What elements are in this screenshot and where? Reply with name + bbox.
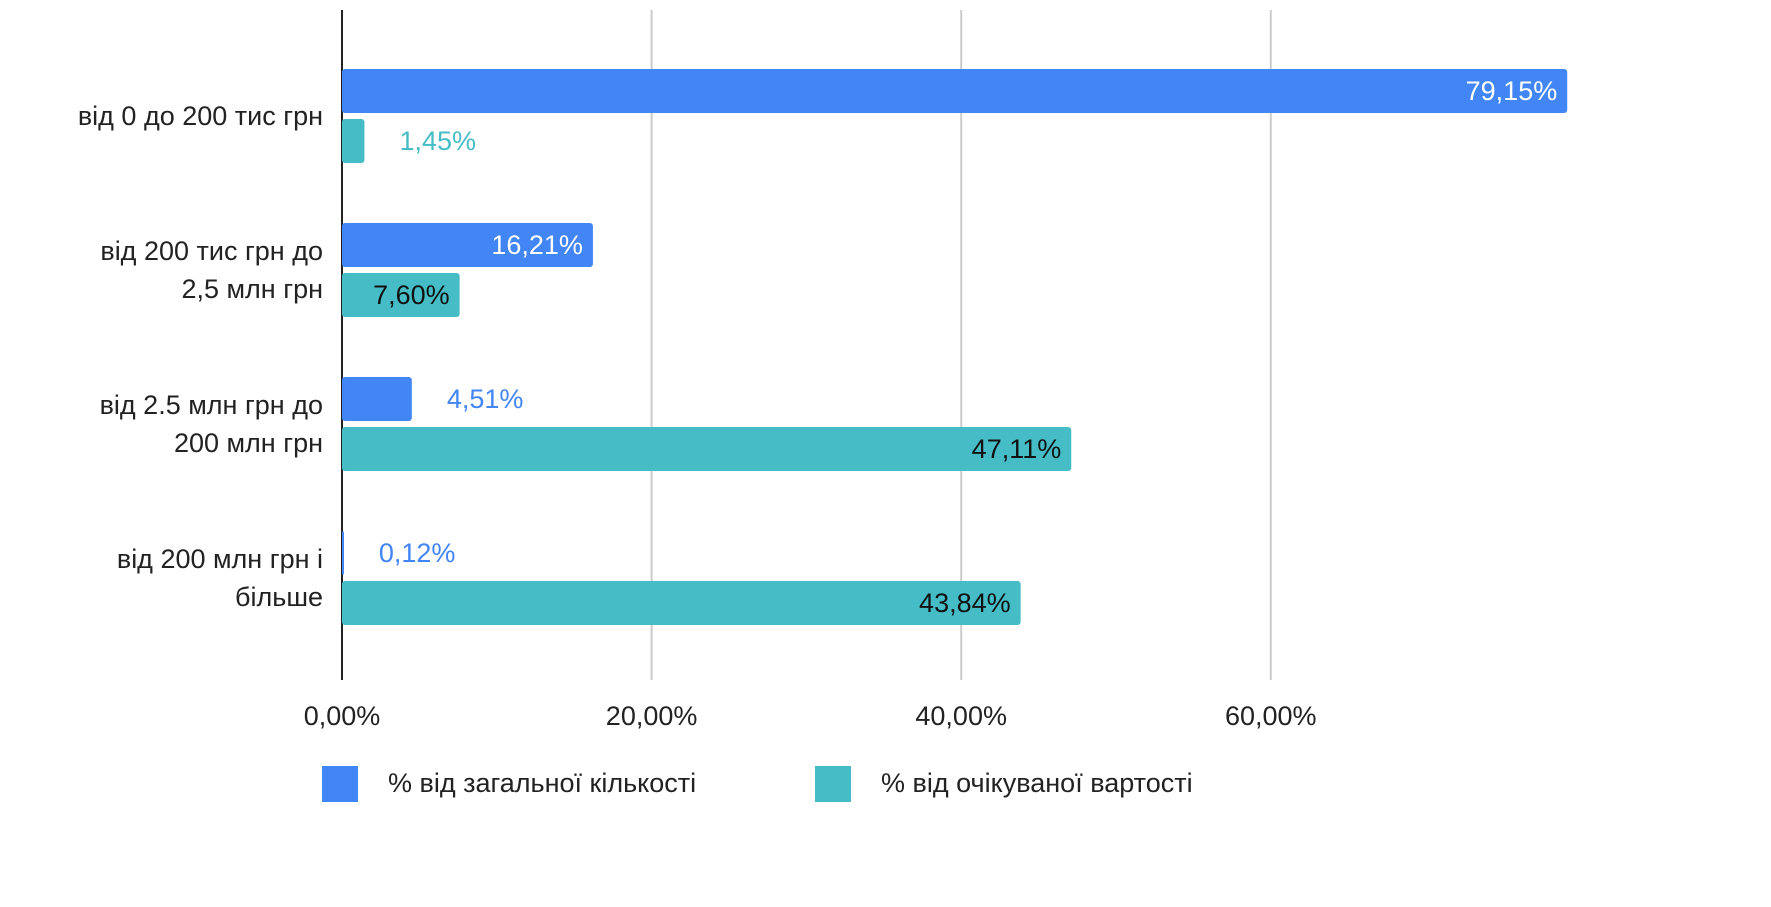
bar (342, 531, 344, 575)
data-label: 79,15% (1466, 76, 1558, 106)
y-tick-label: від 200 тис грн до 2,5 млн грн (100, 236, 323, 304)
legend-swatch (322, 766, 358, 802)
legend-label: % від очікуваної вартості (881, 768, 1193, 798)
y-tick-label: від 0 до 200 тис грн (77, 101, 323, 131)
data-label: 0,12% (379, 538, 456, 568)
bar (342, 69, 1568, 113)
data-label: 7,60% (373, 280, 450, 310)
legend-label: % від загальної кількості (388, 768, 696, 798)
bar (342, 119, 365, 163)
data-label: 4,51% (447, 384, 524, 414)
bar (342, 273, 460, 317)
bar (342, 581, 1021, 625)
y-tick-label: від 2.5 млн грн до 200 млн грн (99, 390, 323, 458)
x-tick-label: 20,00% (606, 701, 698, 731)
data-label: 43,84% (919, 588, 1011, 618)
bar (342, 427, 1072, 471)
y-tick-label: від 200 млн грн і більше (116, 544, 323, 612)
x-tick-label: 60,00% (1225, 701, 1317, 731)
data-label: 1,45% (399, 126, 476, 156)
data-label: 47,11% (972, 434, 1062, 464)
data-label: 16,21% (491, 230, 583, 260)
legend-swatch (815, 766, 851, 802)
x-tick-label: 0,00% (304, 701, 381, 731)
bar (342, 377, 412, 421)
x-tick-label: 40,00% (915, 701, 1007, 731)
bar (342, 223, 593, 267)
